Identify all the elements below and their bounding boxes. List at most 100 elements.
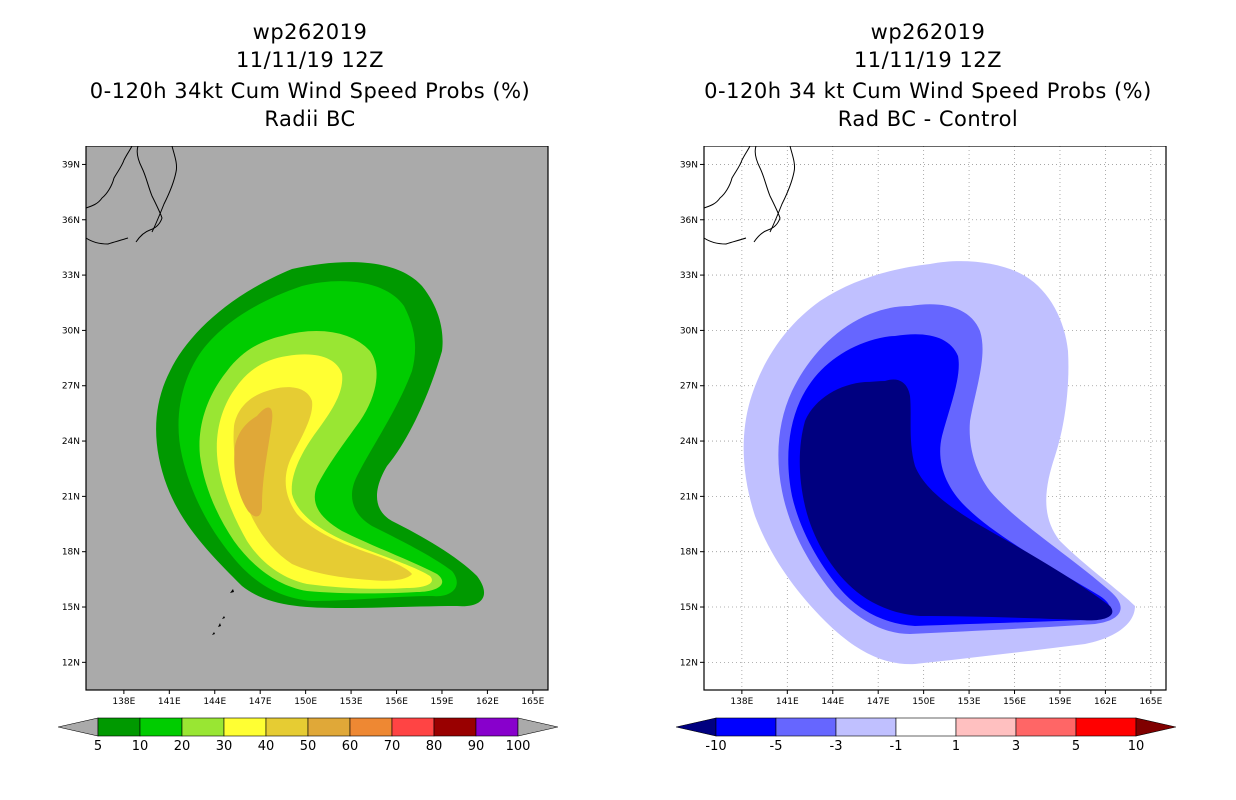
right-colorbar-swatch (775, 717, 837, 737)
left-x-tick-label: 144E (203, 697, 226, 706)
left-x-tick-label: 150E (294, 697, 317, 706)
left-japan-coastline (85, 146, 177, 245)
right-y-tick-label: 39N (680, 160, 698, 170)
left-y-tick-label: 24N (62, 437, 80, 447)
left-init-time: 11/11/19 12Z (235, 48, 385, 72)
left-y-tick-label: 18N (62, 548, 80, 558)
left-y-tick-label: 30N (62, 326, 80, 336)
left-colorbar-swatch (307, 717, 351, 737)
right-x-tick-label: 144E (821, 697, 844, 706)
right-y-tick-label: 30N (680, 326, 698, 336)
left-contour-40 (233, 387, 412, 581)
left-colorbar-over-arrow (517, 717, 559, 737)
left-colorbar-label: 40 (258, 739, 275, 754)
left-x-tick-label: 165E (521, 697, 544, 706)
left-colorbar-swatch (349, 717, 393, 737)
left-x-tick-label: 141E (158, 697, 181, 706)
right-contour-minus10 (799, 379, 1113, 621)
left-colorbar-under-arrow (57, 717, 99, 737)
right-colorbar-label: 10 (1128, 739, 1145, 754)
right-x-tick-label: 141E (776, 697, 799, 706)
right-colorbar-swatch (955, 717, 1017, 737)
left-colorbar-label: 30 (216, 739, 233, 754)
right-colorbar-svg: -10 -5 -3 -1 1 3 5 10 (675, 717, 1177, 754)
right-x-tick-label: 138E (730, 697, 753, 706)
left-axis-ticks: 138E 141E 144E 147E 150E 153E 156E 159E 162E 165E… (62, 160, 545, 706)
left-x-tick-label: 153E (340, 697, 363, 706)
right-y-tick-label: 36N (680, 216, 698, 226)
right-colorbar: -10 -5 -3 -1 1 3 5 10 (675, 716, 1177, 760)
left-colorbar-label: 60 (342, 739, 359, 754)
left-y-tick-label: 36N (62, 216, 80, 226)
right-y-tick-label: 33N (680, 271, 698, 281)
left-colorbar-label: 20 (174, 739, 191, 754)
left-colorbar-label: 50 (300, 739, 317, 754)
left-colorbar-swatch (265, 717, 309, 737)
right-colorbar-over-arrow (1135, 717, 1177, 737)
right-y-tick-label: 18N (680, 548, 698, 558)
left-colorbar-label: 100 (506, 739, 531, 754)
right-colorbar-swatch (835, 717, 897, 737)
left-y-tick-label: 27N (62, 382, 80, 392)
right-y-tick-label: 15N (680, 603, 698, 613)
right-colorbar-swatch (895, 717, 957, 737)
right-y-tick-label: 24N (680, 437, 698, 447)
left-map-svg: 138E 141E 144E 147E 150E 153E 156E 159E 162E 165E… (62, 146, 549, 706)
right-storm-id: wp262019 (870, 20, 986, 44)
left-map-plot: 138E 141E 144E 147E 150E 153E 156E 159E 162E 165E… (52, 146, 552, 706)
right-x-tick-label: 165E (1139, 697, 1162, 706)
left-colorbar-swatch (475, 717, 519, 737)
right-init-time: 11/11/19 12Z (853, 48, 1003, 72)
right-colorbar-label: 3 (1012, 739, 1020, 754)
right-colorbar-label: -3 (830, 739, 843, 754)
right-panel-title: wp262019 11/11/19 12Z 0-120h 34 kt Cum W… (678, 18, 1178, 133)
left-colorbar-swatch (181, 717, 225, 737)
right-x-tick-label: 150E (912, 697, 935, 706)
right-x-tick-label: 162E (1094, 697, 1117, 706)
left-colorbar-svg: 5 10 20 30 40 50 60 70 80 90 100 (57, 717, 559, 754)
left-colorbar-label: 70 (384, 739, 401, 754)
left-contour-50 (234, 407, 273, 517)
left-colorbar-swatch (139, 717, 183, 737)
right-chart-subtitle: Rad BC - Control (837, 107, 1019, 131)
left-x-tick-label: 162E (476, 697, 499, 706)
right-colorbar-label: -5 (770, 739, 783, 754)
left-chart-title: 0-120h 34kt Cum Wind Speed Probs (%) (89, 79, 531, 103)
right-y-tick-label: 21N (680, 492, 698, 502)
left-colorbar-swatch (97, 717, 141, 737)
left-colorbar: 5 10 20 30 40 50 60 70 80 90 100 (57, 716, 559, 760)
left-colorbar-swatch (391, 717, 435, 737)
left-x-tick-label: 147E (249, 697, 272, 706)
left-colorbar-label: 10 (132, 739, 149, 754)
left-colorbar-label: 5 (94, 739, 102, 754)
right-map-plot: 138E 141E 144E 147E 150E 153E 156E 159E 162E 165E… (670, 146, 1170, 706)
left-colorbar-swatch (223, 717, 267, 737)
right-japan-coastline (703, 146, 795, 245)
right-y-tick-label: 27N (680, 382, 698, 392)
right-colorbar-swatch (715, 717, 777, 737)
right-colorbar-label: 1 (952, 739, 960, 754)
right-x-tick-label: 147E (867, 697, 890, 706)
right-axis-ticks: 138E 141E 144E 147E 150E 153E 156E 159E 162E 165E… (680, 160, 1163, 706)
left-y-tick-label: 12N (62, 658, 80, 668)
right-chart-title: 0-120h 34 kt Cum Wind Speed Probs (%) (704, 79, 1152, 103)
left-colorbar-swatch (433, 717, 477, 737)
left-map-frame (85, 146, 549, 691)
right-x-tick-label: 159E (1049, 697, 1072, 706)
left-y-tick-label: 21N (62, 492, 80, 502)
left-storm-id: wp262019 (252, 20, 368, 44)
left-y-tick-label: 33N (62, 271, 80, 281)
left-colorbar-label: 90 (468, 739, 485, 754)
left-panel-title: wp262019 11/11/19 12Z 0-120h 34kt Cum Wi… (60, 18, 560, 133)
right-x-tick-label: 153E (958, 697, 981, 706)
left-x-tick-label: 156E (385, 697, 408, 706)
left-y-tick-label: 15N (62, 603, 80, 613)
left-colorbar-label: 80 (426, 739, 443, 754)
right-map-svg: 138E 141E 144E 147E 150E 153E 156E 159E 162E 165E… (680, 146, 1167, 706)
right-map-frame (703, 146, 1167, 691)
right-colorbar-swatch (1015, 717, 1077, 737)
left-chart-subtitle: Radii BC (264, 107, 356, 131)
right-colorbar-swatch (1075, 717, 1137, 737)
right-x-tick-label: 156E (1003, 697, 1026, 706)
right-colorbar-label: 5 (1072, 739, 1080, 754)
